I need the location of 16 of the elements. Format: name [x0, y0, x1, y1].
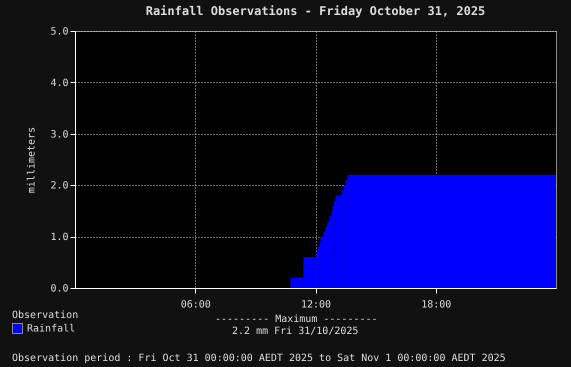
legend-title: Observation [12, 310, 78, 321]
y-tick-label: 4.0 [50, 78, 68, 89]
y-tick-label: 5.0 [50, 26, 68, 38]
legend-label: Rainfall [27, 324, 76, 334]
chart-title: Rainfall Observations - Friday October 31, 2025 [146, 4, 486, 18]
y-tick-label: 1.0 [50, 232, 68, 244]
y-tick-label: 0.0 [50, 284, 68, 294]
x-tick-label: 06:00 [180, 300, 211, 310]
text: 2.2 mm Fri 31/10/2025 [232, 326, 358, 337]
y-tick-label: 2.0 [50, 180, 68, 192]
text: --------- Maximum --------- [215, 314, 378, 325]
y-axis-title: millimeters [26, 126, 38, 194]
text: Observation period : Fri Oct 31 00:00:00 AEDT 2025 to Sat Nov 1 00:00:00 AEDT 2025 [12, 353, 506, 364]
y-tick-label: 3.0 [50, 129, 68, 140]
x-tick-label: 12:00 [300, 300, 332, 310]
x-tick-label: 18:00 [421, 300, 452, 310]
